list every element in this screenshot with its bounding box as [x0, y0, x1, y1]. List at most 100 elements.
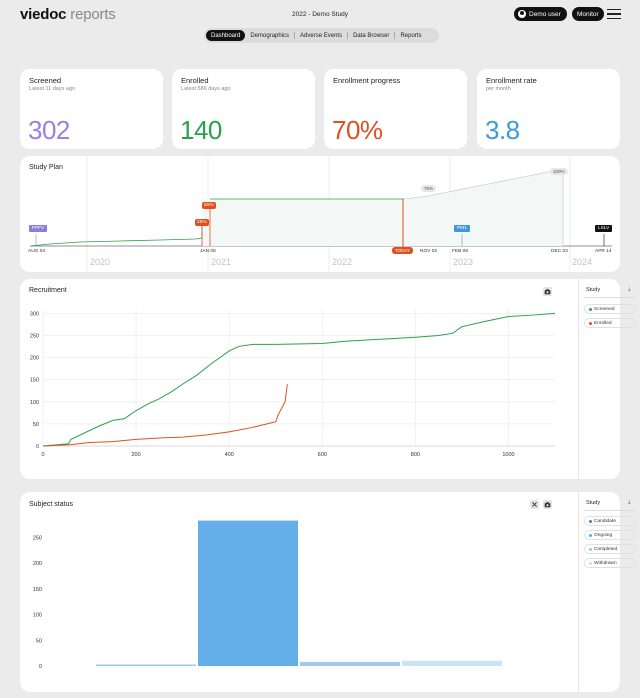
kpi-value: 140: [180, 115, 222, 145]
y-tick-label: 200: [33, 561, 42, 567]
y-tick-label: 150: [30, 378, 39, 384]
subject-status-card: Subject status 0 50 100 150 200 250 Study ⇣ C…: [20, 492, 636, 692]
legend-item-screened[interactable]: Screened: [584, 304, 636, 314]
date-label: DEC 03: [551, 249, 568, 254]
sort-icon[interactable]: ⇣: [627, 500, 632, 506]
recruitment-legend: Study ⇣ Screened Enrolled: [578, 279, 640, 479]
kpi-subtitle: per month: [486, 86, 511, 92]
tab-reports[interactable]: Reports: [400, 32, 422, 39]
year-label: 2021: [211, 257, 232, 267]
kpi-subtitle: Latest 11 days ago: [29, 86, 76, 92]
legend-divider: [584, 510, 636, 511]
pm1-marker[interactable]: PM1: [454, 225, 470, 232]
study-title: 2022 - Demo Study: [291, 11, 348, 18]
user-label: Demo user: [529, 10, 561, 18]
legend-item-candidate[interactable]: Candidate: [584, 516, 636, 526]
sort-icon[interactable]: ⇣: [627, 287, 632, 293]
date-label: NOV 02: [420, 249, 438, 254]
user-avatar-icon: [518, 10, 526, 18]
legend-title: Study: [586, 500, 601, 506]
logo-brand: viedoc: [20, 6, 67, 23]
planned-line: [403, 168, 564, 200]
legend-dot: [589, 321, 592, 325]
kpi-title: Enrollment progress: [333, 76, 401, 85]
top-bar: viedoc reports 2022 - Demo Study Demo us…: [0, 0, 640, 30]
bar-candidate: [96, 664, 196, 666]
date-label: AUG 04: [28, 249, 46, 254]
year-label: 2024: [572, 257, 593, 267]
date-label: APR 14: [595, 249, 612, 254]
legend-dot: [589, 533, 592, 537]
y-tick-label: 0: [39, 664, 42, 670]
bar-withdrawn: [402, 660, 502, 666]
y-tick-label: 250: [33, 536, 42, 542]
tab-divider: [394, 32, 396, 39]
kpi-title: Screened: [29, 76, 62, 85]
tab-demographics[interactable]: Demographics: [250, 32, 290, 39]
app-logo[interactable]: viedoc reports: [20, 6, 116, 23]
y-tick-label: 150: [33, 587, 42, 593]
planned-area: [202, 169, 563, 246]
legend-item-withdrawn[interactable]: Withdrawn: [584, 558, 636, 568]
kpi-value: 3.8: [485, 115, 520, 145]
subject-status-title: Subject status: [29, 501, 73, 508]
enrollment-100-marker[interactable]: 100%: [550, 168, 568, 175]
y-tick-label: 50: [36, 638, 42, 644]
study-plan-card: Study Plan FPFV 25% 50% 75% 100% PM1 LSL…: [20, 156, 620, 272]
x-tick-label: 800: [411, 452, 420, 458]
kpi-title: Enrollment rate: [486, 76, 537, 85]
role-button[interactable]: Monitor: [572, 7, 604, 21]
legend-item-enrolled[interactable]: Enrolled: [584, 318, 636, 328]
enrollment-75-marker[interactable]: 75%: [421, 185, 437, 192]
camera-icon[interactable]: [543, 500, 552, 509]
kpi-screened-card: Screened Latest 11 days ago 302: [20, 69, 163, 149]
legend-item-completed[interactable]: Completed: [584, 544, 636, 554]
legend-dot: [589, 307, 592, 311]
y-tick-label: 100: [30, 400, 39, 406]
y-tick-label: 200: [30, 356, 39, 362]
x-tick-label: 1000: [502, 452, 514, 458]
y-tick-label: 0: [36, 444, 39, 450]
tab-adverse-events[interactable]: Adverse Events: [300, 32, 343, 39]
legend-title: Study: [586, 287, 601, 293]
legend-dot: [589, 519, 592, 523]
hamburger-menu-icon[interactable]: [607, 9, 621, 19]
enrollment-50-marker[interactable]: 50%: [202, 202, 216, 209]
legend-label: Candidate: [594, 518, 616, 524]
kpi-value: 302: [28, 115, 70, 145]
y-tick-label: 300: [30, 311, 39, 317]
series-line-screened: [42, 312, 556, 447]
x-tick-label: 0: [41, 452, 44, 458]
legend-label: Ongoing: [594, 532, 613, 538]
bar-completed: [300, 661, 400, 666]
today-marker[interactable]: TODAY: [392, 247, 414, 254]
bar-ongoing: [198, 520, 298, 666]
tab-data-browser[interactable]: Data Browser: [353, 32, 390, 39]
kpi-progress-card: Enrollment progress 70%: [324, 69, 467, 149]
y-tick-label: 250: [30, 334, 39, 340]
date-label: JAN 06: [200, 249, 216, 254]
enrollment-25-marker[interactable]: 25%: [195, 219, 209, 226]
legend-divider: [584, 297, 636, 298]
legend-label: Completed: [594, 546, 618, 552]
series-line-enrolled: [42, 384, 288, 447]
legend-dot: [589, 547, 592, 551]
recruitment-card: Recruitment 0 50 100 150 200 250 300 0 200 400 600…: [20, 279, 636, 479]
y-tick-label: 100: [33, 613, 42, 619]
user-menu-button[interactable]: Demo user: [514, 7, 567, 21]
study-plan-timeline: [29, 156, 612, 272]
expand-icon[interactable]: [530, 500, 539, 509]
tab-dashboard[interactable]: Dashboard: [206, 30, 246, 41]
recruitment-chart: 0 50 100 150 200 250 300 0 200 400 600 800 1000: [30, 309, 556, 458]
logo-product: reports: [70, 6, 116, 23]
study-plan-title: Study Plan: [29, 164, 63, 171]
legend-label: Enrolled: [594, 320, 612, 326]
year-label: 2022: [332, 257, 353, 267]
legend-item-ongoing[interactable]: Ongoing: [584, 530, 636, 540]
camera-icon[interactable]: [543, 287, 552, 296]
legend-label: Withdrawn: [594, 560, 617, 566]
legend-dot: [589, 561, 592, 565]
kpi-title: Enrolled: [181, 76, 209, 85]
fpfv-marker[interactable]: FPFV: [29, 225, 48, 232]
lslv-marker[interactable]: LSLV: [595, 225, 613, 232]
